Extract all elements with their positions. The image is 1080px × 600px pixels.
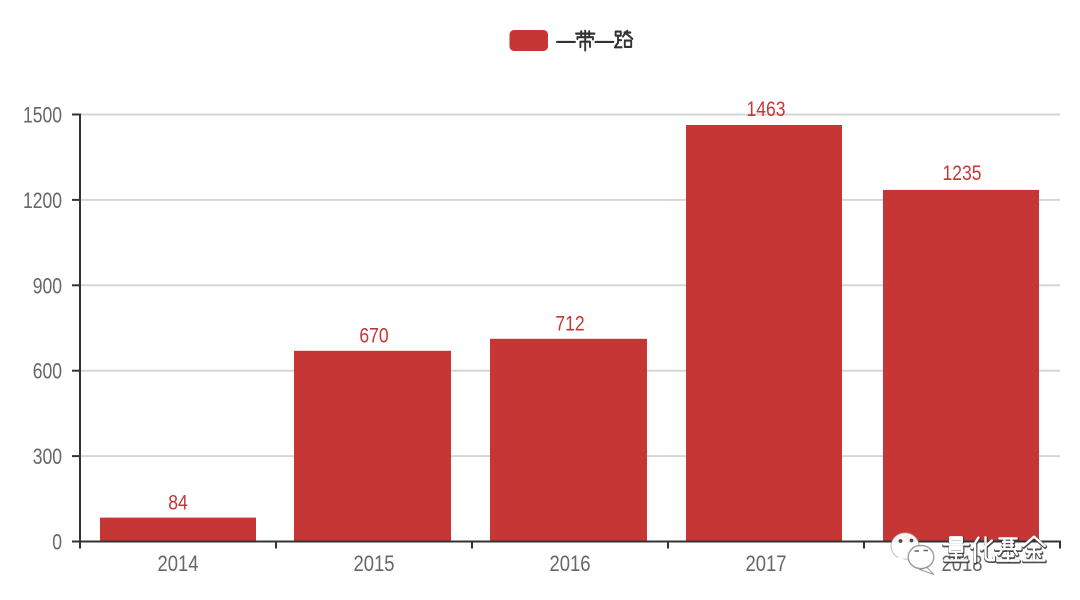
svg-text:1500: 1500	[23, 103, 62, 128]
svg-text:600: 600	[33, 359, 62, 384]
svg-text:2017: 2017	[746, 551, 787, 576]
svg-text:1200: 1200	[23, 188, 62, 213]
svg-text:900: 900	[33, 273, 62, 298]
svg-text:2015: 2015	[354, 551, 395, 576]
svg-text:0: 0	[52, 530, 62, 555]
svg-text:84: 84	[168, 491, 188, 515]
svg-text:1235: 1235	[943, 161, 982, 185]
svg-text:1463: 1463	[747, 97, 786, 121]
svg-text:2016: 2016	[550, 551, 591, 576]
svg-text:2014: 2014	[158, 551, 199, 576]
svg-text:300: 300	[33, 444, 62, 469]
svg-text:670: 670	[359, 324, 388, 348]
svg-text:712: 712	[555, 312, 584, 336]
